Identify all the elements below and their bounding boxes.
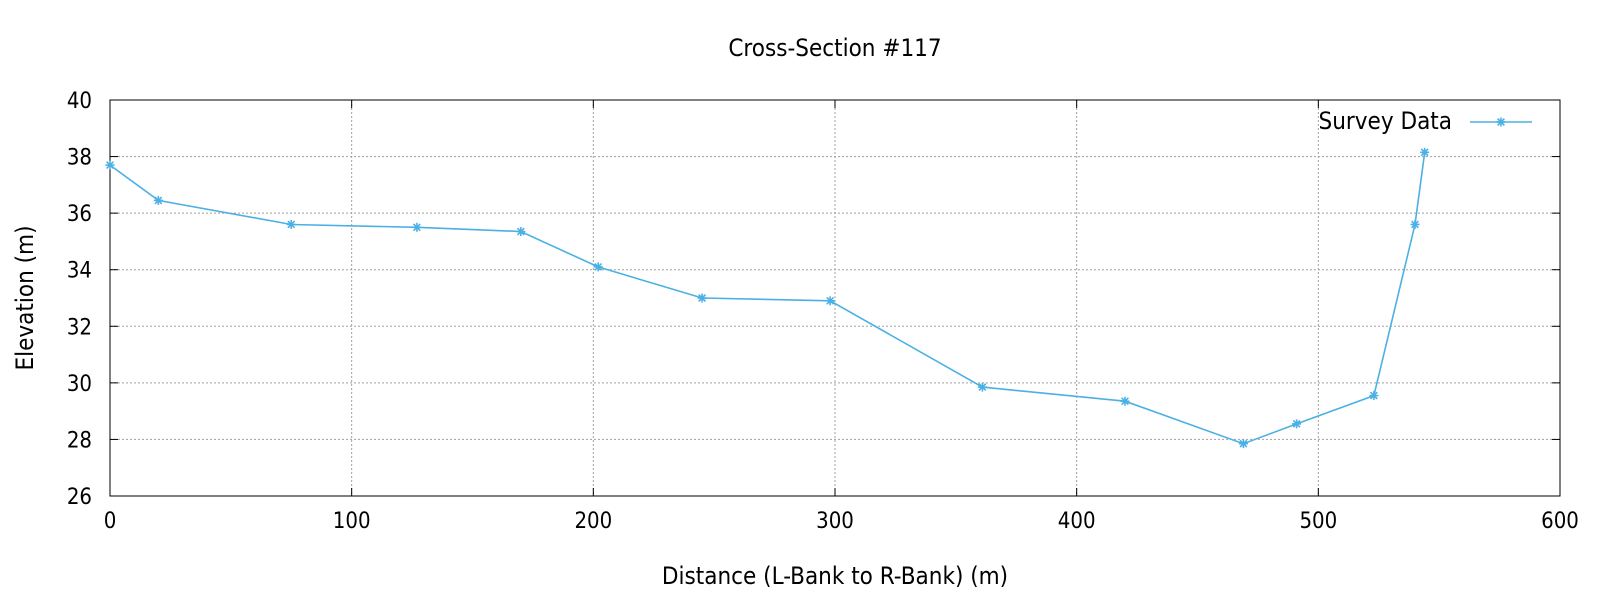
y-tick-label: 34 [67, 259, 92, 284]
y-tick-label: 28 [67, 428, 92, 453]
y-tick-labels: 26 28 30 32 34 36 38 40 [67, 89, 92, 510]
x-tick-label: 200 [574, 509, 612, 534]
data-point [977, 382, 987, 392]
series-line [109, 152, 1426, 445]
y-tick-label: 32 [67, 315, 92, 340]
x-tick-label: 400 [1058, 509, 1096, 534]
y-axis-label: Elevation (m) [11, 225, 39, 370]
y-tick-label: 36 [67, 202, 92, 227]
legend-marker-point [1496, 117, 1506, 127]
y-tick-label: 40 [67, 89, 92, 114]
data-point [1120, 396, 1130, 406]
data-point [593, 262, 603, 272]
axis-ticks [109, 99, 1561, 497]
y-tick-label: 30 [67, 372, 92, 397]
data-point [1369, 391, 1379, 401]
legend-label: Survey Data [1318, 107, 1452, 135]
grid-lines [110, 100, 1560, 496]
x-tick-label: 300 [816, 509, 854, 534]
series-survey-data [105, 147, 1430, 449]
data-point [286, 219, 296, 229]
y-tick-label: 26 [67, 485, 92, 510]
y-tick-label: 38 [67, 146, 92, 171]
chart-title: Cross-Section #117 [728, 34, 941, 62]
data-point [412, 222, 422, 232]
x-tick-labels: 0 100 200 300 400 500 600 [104, 509, 1579, 534]
series-markers [105, 147, 1430, 449]
legend-swatch-marker [1496, 117, 1506, 127]
x-tick-label: 600 [1541, 509, 1579, 534]
x-tick-label: 500 [1299, 509, 1337, 534]
legend: Survey Data [1318, 107, 1532, 135]
data-point [105, 160, 115, 170]
data-point [516, 227, 526, 237]
data-point [825, 296, 835, 306]
data-point [1410, 219, 1420, 229]
data-point [1238, 439, 1248, 449]
x-axis-label: Distance (L-Bank to R-Bank) (m) [662, 562, 1008, 590]
data-point [697, 293, 707, 303]
data-point [153, 195, 163, 205]
data-point [1420, 147, 1430, 157]
x-tick-label: 100 [333, 509, 371, 534]
x-tick-label: 0 [104, 509, 117, 534]
data-point [1292, 419, 1302, 429]
